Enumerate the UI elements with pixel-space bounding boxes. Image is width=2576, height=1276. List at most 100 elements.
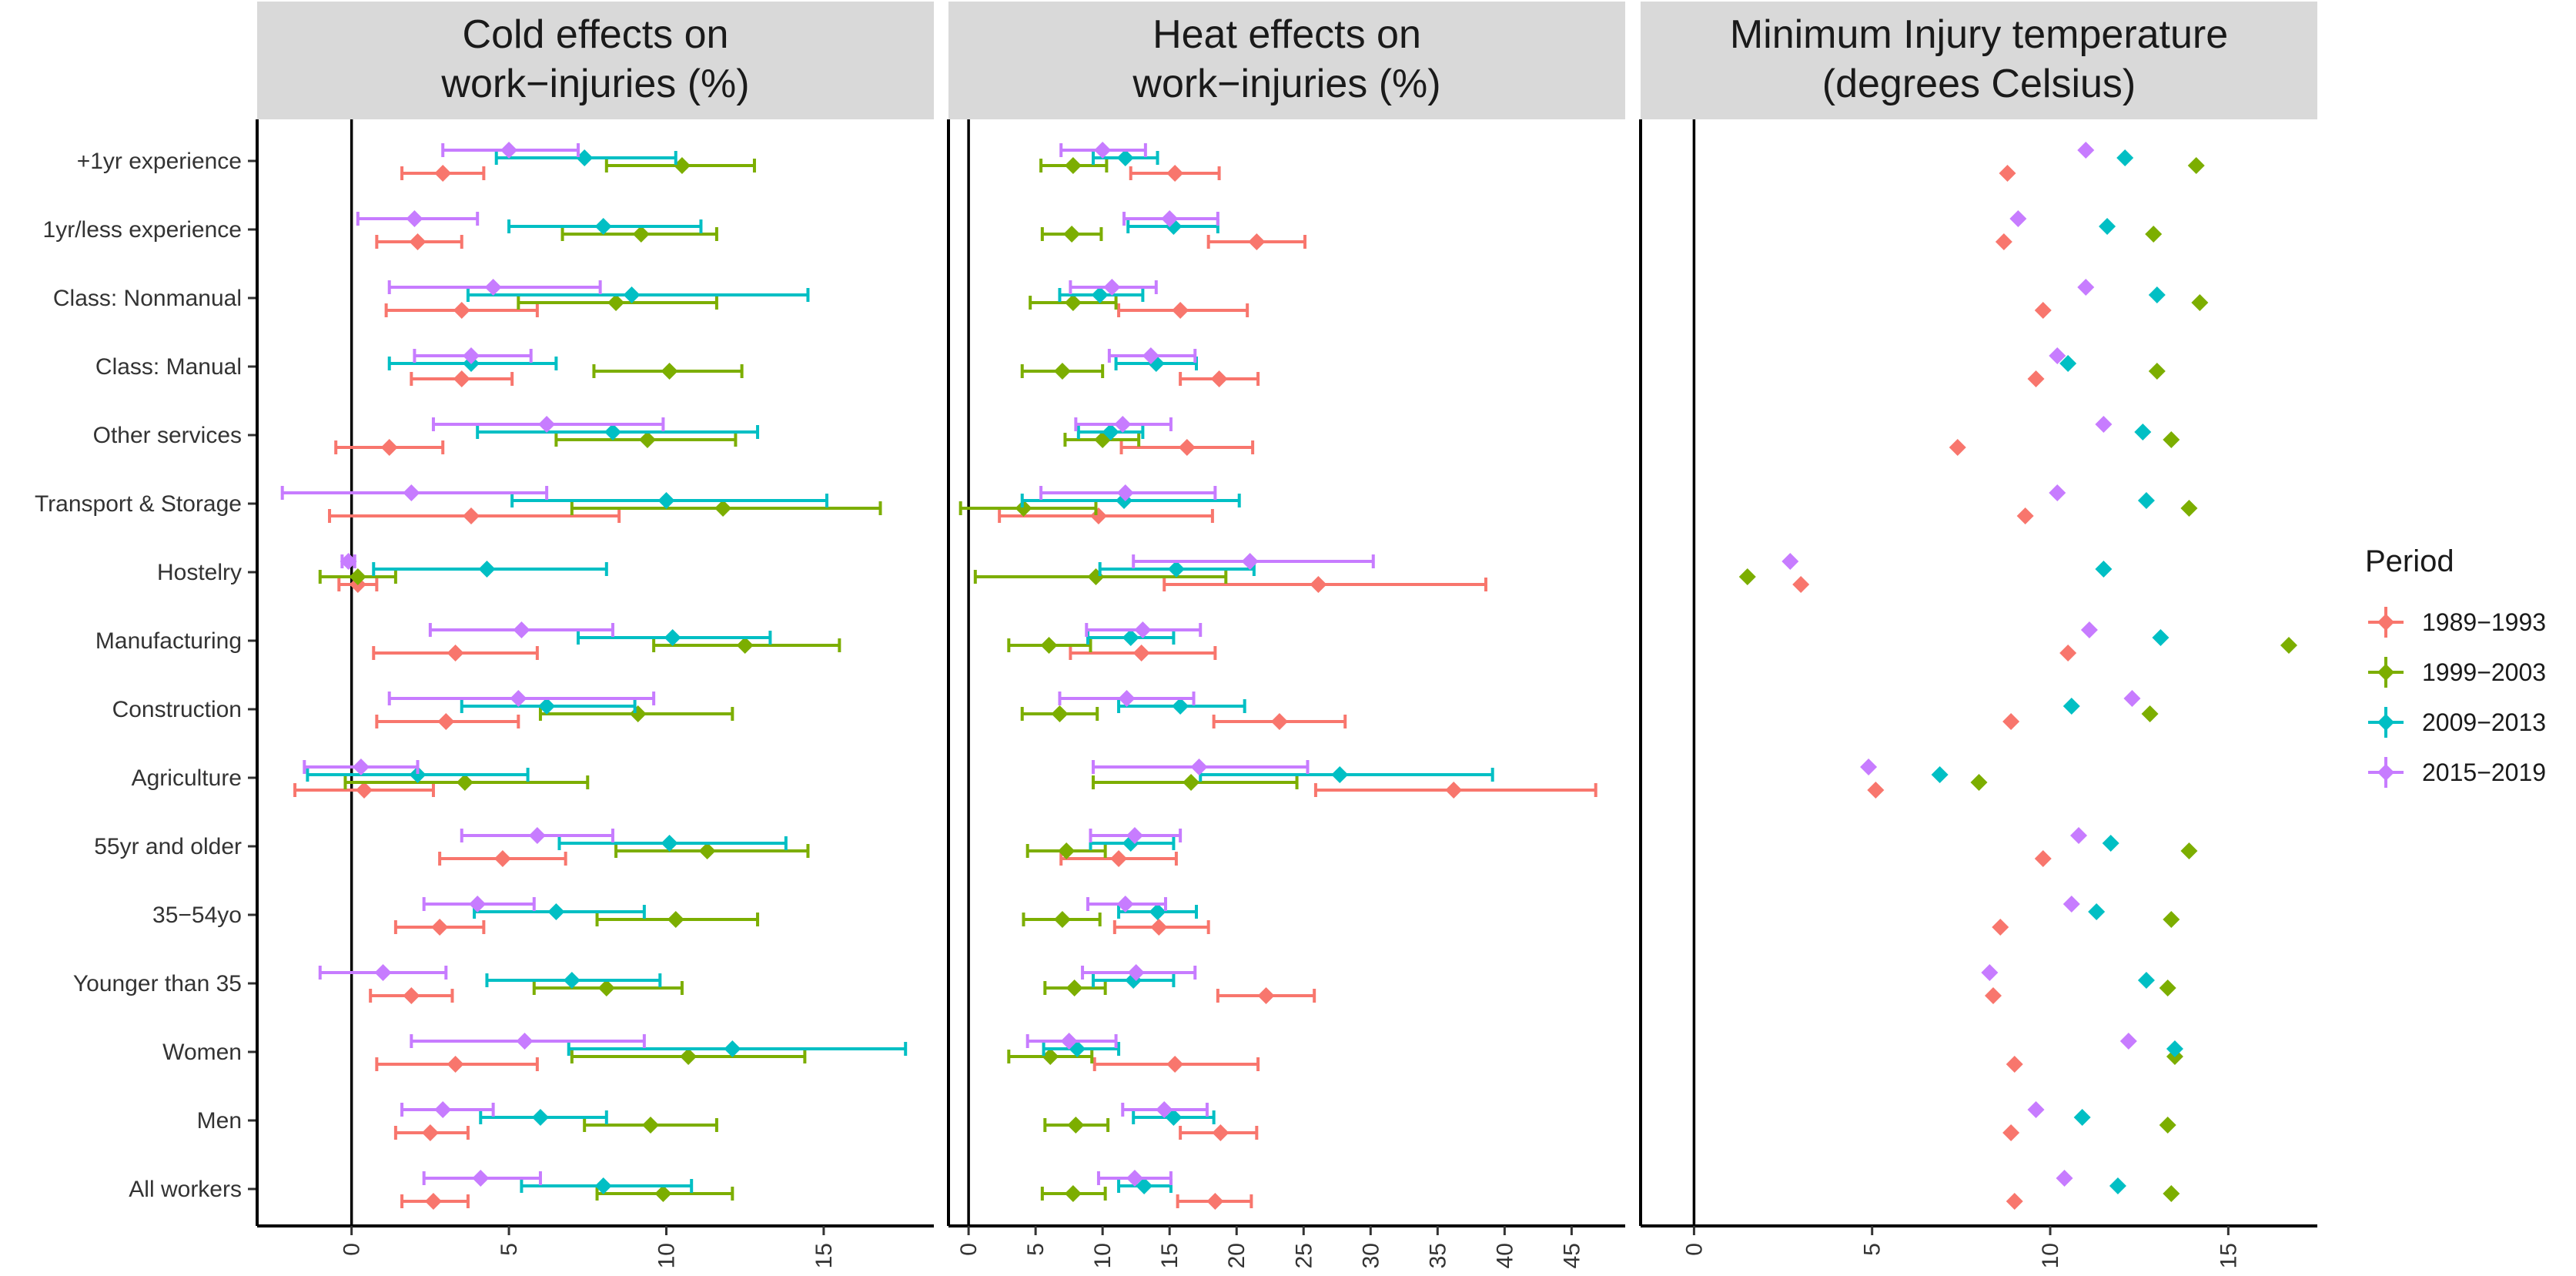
- x-tick-label: 10: [2038, 1243, 2063, 1268]
- x-tick-label: 15: [1157, 1243, 1183, 1268]
- point-estimate-marker: [2123, 690, 2141, 707]
- point-estimate-marker: [1118, 690, 1136, 707]
- point-estimate-marker: [2095, 416, 2113, 433]
- point-estimate-marker: [1992, 919, 2009, 936]
- point-estimate-marker: [2145, 226, 2163, 243]
- point-estimate-marker: [2009, 210, 2027, 227]
- point-estimate-marker: [597, 980, 615, 996]
- point-estimate-marker: [1067, 1117, 1085, 1134]
- point-estimate-marker: [478, 561, 496, 578]
- point-estimate-marker: [2159, 980, 2176, 996]
- point-estimate-marker: [1270, 713, 1288, 730]
- point-estimate-marker: [2073, 1109, 2091, 1126]
- point-estimate-marker: [1066, 980, 1083, 996]
- point-estimate-marker: [623, 286, 641, 303]
- point-estimate-marker: [403, 484, 420, 501]
- point-estimate-marker: [594, 218, 612, 235]
- point-estimate-marker: [1051, 705, 1069, 722]
- legend-key-marker: [2377, 764, 2394, 781]
- point-estimate-marker: [2109, 1177, 2126, 1194]
- y-tick-label: 35−54yo: [152, 903, 242, 928]
- point-estimate-marker: [2088, 903, 2106, 920]
- point-estimate-marker: [1985, 987, 2002, 1004]
- x-tick-label: 45: [1559, 1243, 1584, 1268]
- x-tick-label: 0: [340, 1243, 365, 1256]
- y-tick-label: Younger than 35: [73, 971, 242, 996]
- point-estimate-marker: [1331, 766, 1349, 783]
- point-estimate-marker: [2134, 424, 2152, 440]
- point-estimate-marker: [403, 987, 420, 1004]
- point-estimate-marker: [1064, 1185, 1082, 1202]
- point-estimate-marker: [1126, 1170, 1143, 1187]
- point-estimate-marker: [2049, 484, 2066, 501]
- legend-label: 2009−2013: [2422, 708, 2546, 736]
- point-estimate-marker: [2080, 621, 2098, 638]
- y-tick-label: Construction: [112, 697, 242, 722]
- point-estimate-marker: [2077, 142, 2095, 159]
- point-estimate-marker: [2119, 1033, 2137, 1050]
- point-estimate-marker: [2180, 842, 2198, 859]
- point-estimate-marker: [409, 233, 427, 250]
- point-estimate-marker: [469, 896, 487, 913]
- point-estimate-marker: [1172, 698, 1189, 715]
- point-estimate-marker: [453, 302, 470, 319]
- point-estimate-marker: [661, 363, 678, 380]
- point-estimate-marker: [1116, 484, 1134, 501]
- point-estimate-marker: [2062, 698, 2080, 715]
- point-estimate-marker: [607, 294, 625, 311]
- y-tick-label: +1yr experience: [77, 149, 242, 174]
- point-estimate-marker: [1087, 568, 1105, 585]
- x-tick-label: 15: [2216, 1243, 2241, 1268]
- legend-key-marker: [2377, 714, 2394, 731]
- x-tick-label: 30: [1358, 1243, 1383, 1268]
- point-estimate-marker: [1091, 286, 1109, 303]
- y-tick-label: Class: Nonmanual: [53, 286, 242, 311]
- point-estimate-marker: [2180, 500, 2198, 517]
- point-estimate-marker: [1257, 987, 1275, 1004]
- legend-label: 1999−2003: [2422, 658, 2546, 686]
- point-estimate-marker: [1103, 279, 1121, 296]
- point-estimate-marker: [1064, 294, 1082, 311]
- point-estimate-marker: [349, 568, 366, 585]
- point-estimate-marker: [453, 370, 470, 387]
- y-tick-label: Agriculture: [132, 765, 242, 791]
- point-estimate-marker: [1134, 621, 1152, 638]
- x-tick-label: 25: [1291, 1243, 1316, 1268]
- facet-strip: [1641, 2, 2317, 119]
- point-estimate-marker: [437, 713, 455, 730]
- point-estimate-marker: [406, 210, 423, 227]
- y-tick-label: Manufacturing: [95, 628, 242, 654]
- point-estimate-marker: [2034, 850, 2052, 867]
- legend-label: 2015−2019: [2422, 759, 2546, 786]
- point-estimate-marker: [2116, 149, 2134, 166]
- point-estimate-marker: [1126, 827, 1143, 844]
- point-estimate-marker: [1161, 210, 1179, 227]
- x-tick-label: 15: [811, 1243, 837, 1268]
- point-estimate-marker: [409, 766, 427, 783]
- point-estimate-marker: [1949, 439, 1966, 456]
- point-estimate-marker: [2137, 972, 2155, 989]
- point-estimate-marker: [1210, 370, 1228, 387]
- point-estimate-marker: [1127, 964, 1145, 981]
- point-estimate-marker: [1178, 439, 1196, 456]
- point-estimate-marker: [680, 1048, 698, 1065]
- point-estimate-marker: [2163, 1185, 2180, 1202]
- point-estimate-marker: [434, 165, 452, 182]
- point-estimate-marker: [2152, 629, 2170, 646]
- point-estimate-marker: [661, 835, 678, 852]
- point-estimate-marker: [513, 621, 530, 638]
- x-tick-label: 40: [1492, 1243, 1517, 1268]
- point-estimate-marker: [1172, 302, 1189, 319]
- point-estimate-marker: [1999, 165, 2016, 182]
- point-estimate-marker: [1053, 911, 1071, 928]
- point-estimate-marker: [2095, 561, 2113, 578]
- point-estimate-marker: [2027, 1101, 2045, 1118]
- point-estimate-marker: [531, 1109, 549, 1126]
- point-estimate-marker: [1167, 561, 1185, 578]
- point-estimate-marker: [2280, 637, 2297, 654]
- point-estimate-marker: [1102, 424, 1119, 440]
- point-estimate-marker: [2187, 157, 2205, 174]
- facet-title-line2: (degrees Celsius): [1822, 62, 2136, 106]
- x-tick-label: 5: [497, 1243, 522, 1256]
- x-tick-label: 0: [956, 1243, 982, 1256]
